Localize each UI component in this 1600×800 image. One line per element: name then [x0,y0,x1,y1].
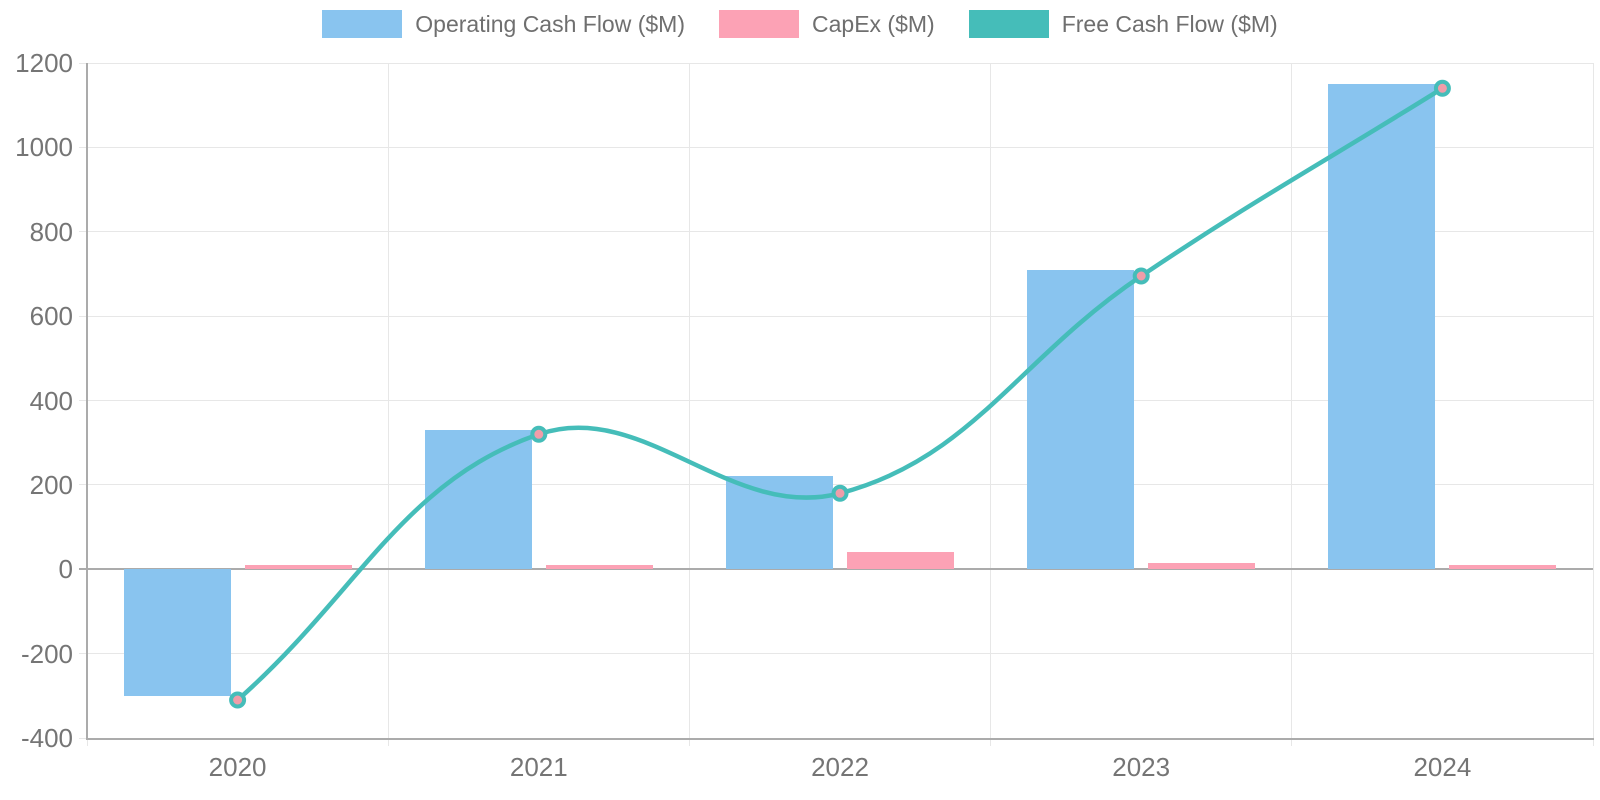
y-tick-label: 200 [29,469,73,500]
free-cash-flow-point-2022[interactable] [831,484,849,502]
legend-swatch-free-cash-flow-icon [968,10,1049,38]
free-cash-flow-point-2020[interactable] [229,691,247,709]
bar-operating-cash-flow-m-2020[interactable] [123,569,231,696]
x-gridline [1592,63,1594,746]
free-cash-flow-point-2021[interactable] [530,425,548,443]
free-cash-flow-point-2023[interactable] [1132,267,1150,285]
y-axis-line [86,63,88,740]
legend-label-free-cash-flow: Free Cash Flow ($M) [1061,10,1278,37]
x-tick-label: 2022 [811,752,869,782]
legend-item-capex[interactable]: CapEx ($M) [719,10,935,38]
y-gridline [79,653,1593,655]
y-tick-label: 1000 [15,132,73,163]
y-tick-label: -200 [20,638,73,669]
y-tick-label: 0 [58,554,73,585]
bar-operating-cash-flow-m-2024[interactable] [1328,84,1436,570]
x-tick-label: 2020 [208,752,267,782]
y-tick-label: 1200 [15,48,73,78]
x-gridline [387,63,389,746]
x-gridline [688,63,690,746]
legend-swatch-capex-icon [719,10,799,38]
y-tick-label: 600 [29,301,73,332]
free-cash-flow-line [235,86,1445,703]
x-gridline [1291,63,1293,746]
bar-capex-m-2022[interactable] [847,552,954,570]
x-tick-label: 2024 [1413,752,1472,782]
legend-item-free-cash-flow[interactable]: Free Cash Flow ($M) [968,10,1278,38]
bar-operating-cash-flow-m-2023[interactable] [1027,269,1135,570]
chart-legend: Operating Cash Flow ($M) CapEx ($M) Free… [0,10,1600,38]
x-tick-label: 2021 [509,752,568,782]
x-axis-line [86,738,1594,740]
legend-label-capex: CapEx ($M) [812,10,935,37]
bar-operating-cash-flow-m-2022[interactable] [726,476,833,570]
bar-operating-cash-flow-m-2021[interactable] [424,430,532,570]
x-tick-label: 2023 [1112,752,1171,782]
bar-capex-m-2021[interactable] [545,565,653,570]
bar-capex-m-2024[interactable] [1449,565,1557,570]
legend-swatch-operating-cash-flow-icon [322,10,403,38]
y-tick-label: 800 [29,216,73,247]
y-gridline [79,62,1593,64]
bar-capex-m-2023[interactable] [1148,562,1256,570]
legend-label-operating-cash-flow: Operating Cash Flow ($M) [415,10,685,37]
y-tick-label: -400 [20,723,73,753]
legend-item-operating-cash-flow[interactable]: Operating Cash Flow ($M) [322,10,685,38]
y-tick-label: 400 [29,385,73,416]
x-gridline [990,63,992,746]
bar-capex-m-2020[interactable] [244,565,352,570]
free-cash-flow-point-2024[interactable] [1433,79,1451,97]
